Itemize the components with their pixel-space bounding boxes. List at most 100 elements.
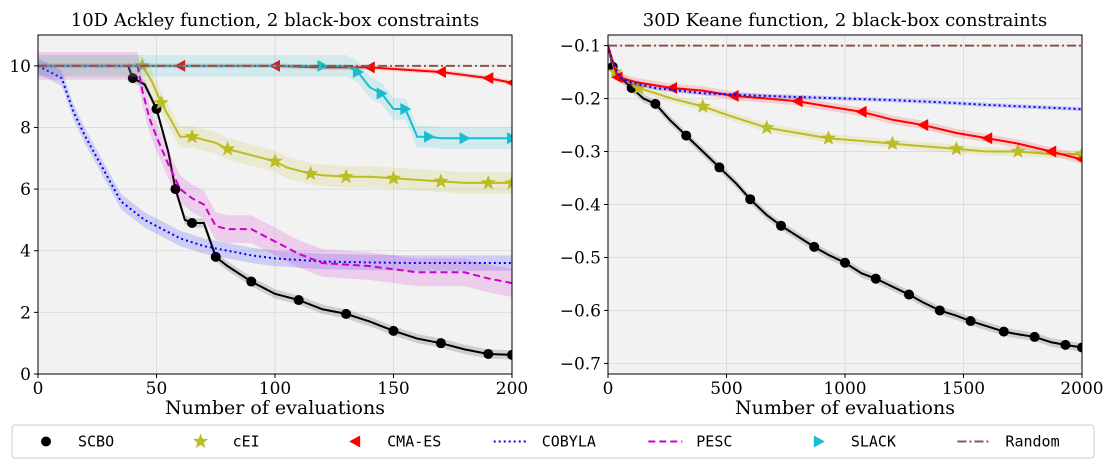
data-point: [745, 194, 756, 205]
y-tick-label: −0.6: [560, 301, 601, 321]
legend-entry-pesc: PESC: [648, 433, 732, 451]
data-point: [981, 132, 993, 145]
y-tick-label: −0.2: [560, 90, 601, 110]
data-point: [809, 241, 820, 252]
legend-box: [11, 424, 1095, 459]
data-point: [1045, 145, 1057, 158]
data-point: [965, 316, 976, 327]
series-line: [608, 45, 1082, 349]
data-point: [184, 128, 200, 144]
x-axis-label: Number of evaluations: [735, 397, 955, 419]
data-point: [695, 98, 711, 113]
series-pesc: [38, 51, 512, 297]
legend-label: COBYLA: [542, 433, 596, 451]
data-point: [400, 102, 412, 115]
data-point: [611, 71, 623, 84]
legend-entry-scbo: SCBO: [41, 433, 114, 451]
y-tick-label: 10: [9, 57, 31, 77]
x-tick-label: 100: [259, 379, 291, 399]
data-point: [1060, 339, 1071, 350]
data-point: [917, 119, 929, 132]
y-tick-label: −0.3: [560, 143, 601, 163]
data-point: [388, 325, 399, 336]
legend-marker: [813, 435, 825, 448]
legend-entry-cma-es: CMA-ES: [349, 433, 441, 451]
data-point: [884, 135, 901, 151]
data-point: [385, 170, 402, 185]
data-point: [480, 174, 496, 190]
data-point: [631, 79, 647, 95]
x-tick-label: 1500: [942, 379, 985, 399]
data-point: [1076, 156, 1082, 163]
legend-entry-cobyla: COBYLA: [493, 433, 596, 451]
legend-label: CMA-ES: [387, 433, 441, 451]
series-cobyla: [608, 43, 1082, 112]
chart-title: 30D Keane function, 2 black-box constrai…: [643, 10, 1047, 31]
data-point: [338, 168, 354, 184]
data-point: [1077, 342, 1082, 353]
series-cobyla: [38, 58, 512, 271]
data-point: [267, 153, 283, 168]
series-slack: [38, 55, 512, 150]
y-tick-label: −0.1: [560, 37, 601, 57]
legend-marker: [192, 433, 209, 448]
confidence-band: [608, 43, 1082, 112]
legend-entry-cei: cEI: [192, 433, 260, 451]
series-line: [38, 64, 512, 184]
data-point: [341, 308, 352, 319]
legend-marker: [41, 436, 51, 447]
legend-label: cEI: [233, 433, 260, 451]
data-point: [302, 165, 319, 181]
data-point: [293, 295, 304, 306]
data-point: [759, 119, 775, 135]
keane-panel: 0 500 1000 1500 2000 −0.7 −0.6 −0.5 −0.4 −0.3 −0.2…: [560, 10, 1104, 419]
data-point: [434, 65, 446, 78]
data-point: [934, 305, 945, 316]
data-point: [714, 162, 725, 173]
x-tick-label: 50: [146, 379, 168, 399]
ackley-panel: 0 50 100 150 200 0 2 4 6 8 10 10D Ackley function, …: [9, 10, 528, 419]
data-point: [153, 94, 169, 110]
x-tick-label: 200: [496, 379, 528, 399]
data-point: [483, 348, 494, 359]
data-point: [507, 132, 512, 145]
legend-label: Random: [1005, 433, 1059, 451]
data-point: [681, 130, 692, 141]
data-point: [504, 174, 512, 190]
x-axis-label: Number of evaluations: [165, 397, 385, 419]
y-tick-label: 6: [20, 180, 31, 200]
plot-frame: [37, 34, 513, 375]
data-point: [650, 98, 661, 109]
data-point: [363, 61, 375, 74]
chart-title: 10D Ackley function, 2 black-box constra…: [71, 10, 479, 31]
legend: SCBO cEI CMA-ES COBYLA PESC SLACK Random: [11, 424, 1095, 459]
data-point: [855, 105, 867, 118]
x-tick-label: 500: [710, 379, 742, 399]
data-point: [820, 130, 837, 145]
data-point: [376, 87, 388, 100]
data-point: [459, 132, 471, 145]
legend-label: PESC: [696, 433, 732, 451]
data-point: [1029, 331, 1040, 342]
y-tick-label: −0.4: [560, 196, 601, 216]
data-point: [727, 89, 739, 102]
data-point: [187, 217, 198, 228]
data-point: [352, 65, 364, 78]
legend-entry-random: Random: [957, 433, 1060, 451]
data-point: [482, 72, 494, 85]
series-scbo: [127, 61, 512, 360]
data-point: [1074, 146, 1082, 161]
y-tick-label: −0.7: [560, 354, 601, 374]
legend-entry-slack: SLACK: [813, 433, 896, 451]
data-point: [506, 79, 512, 87]
data-point: [870, 273, 881, 284]
y-tick-label: 8: [20, 118, 31, 138]
x-tick-label: 150: [377, 379, 409, 399]
y-tick-label: 4: [20, 242, 31, 262]
legend-label: SCBO: [78, 433, 114, 451]
x-tick-label: 1000: [823, 379, 866, 399]
data-point: [903, 289, 914, 300]
data-point: [507, 349, 512, 360]
data-point: [1010, 143, 1026, 158]
